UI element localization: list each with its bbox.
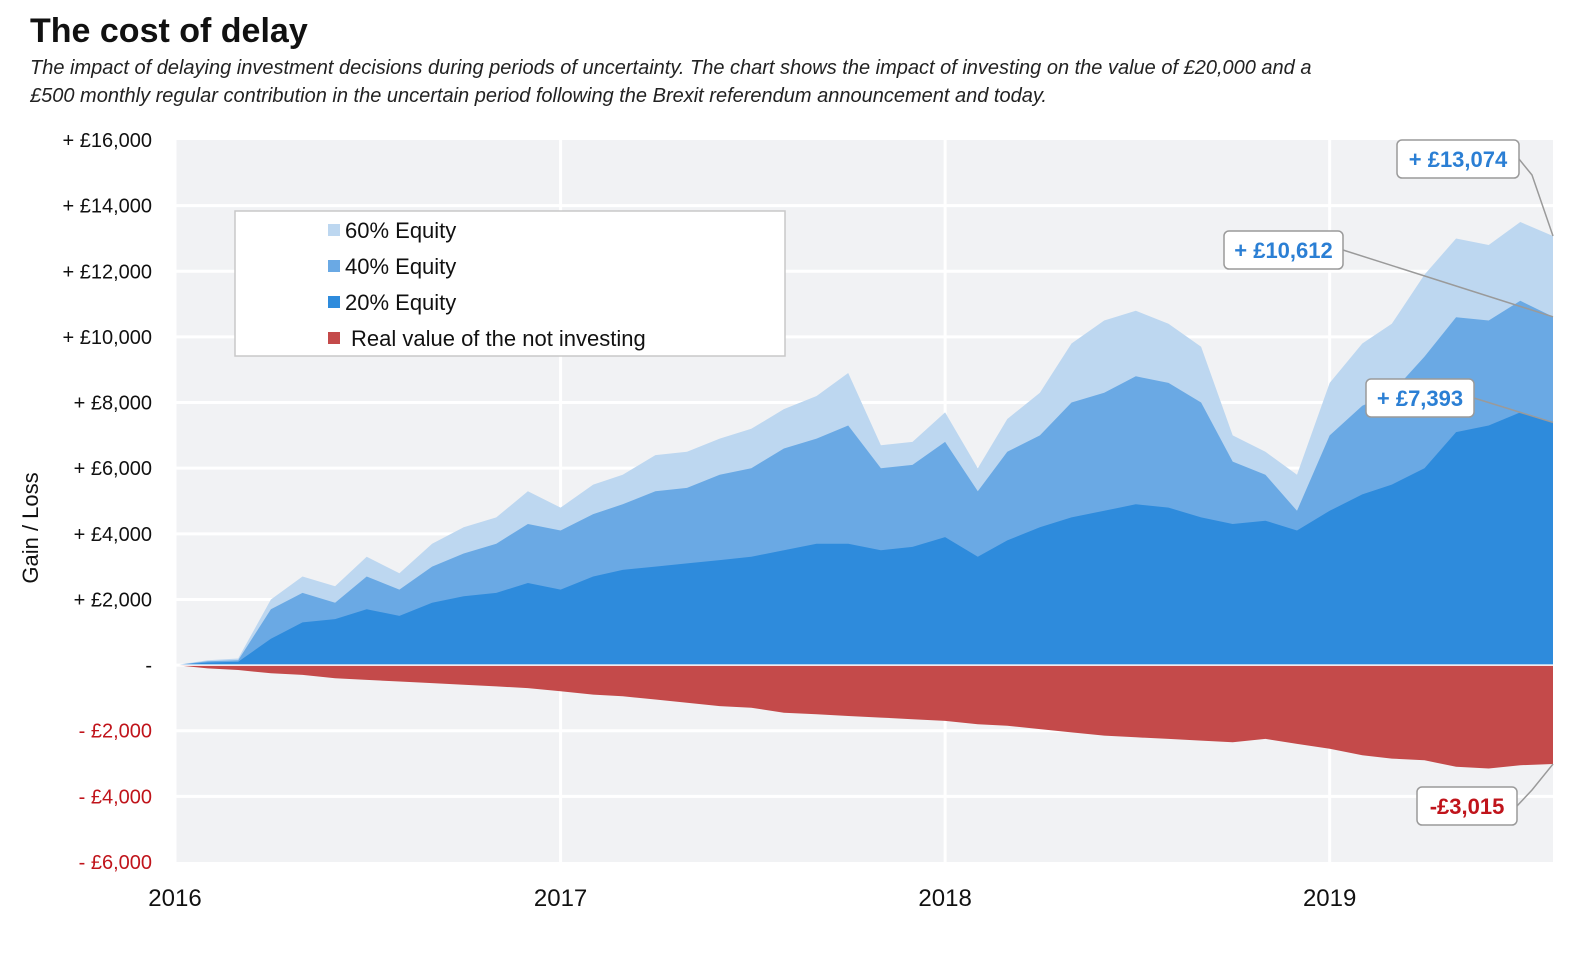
callout-leader-line (1473, 397, 1554, 424)
legend-label: 20% Equity (345, 290, 456, 315)
legend: 60% Equity 40% Equity 20% Equity Real value… (234, 210, 786, 357)
x-axis-ticks: 2016 2017 2018 2019 (148, 885, 1356, 912)
legend-label: 60% Equity (345, 218, 456, 243)
y-tick-label: + £2,000 (74, 589, 152, 611)
y-tick-label: + £6,000 (74, 458, 152, 480)
legend-label: Real value of the not investing (351, 326, 646, 351)
value-callouts: + £13,074 + £10,612 + £7,393 -£3,015 (1223, 139, 1554, 826)
callout-box (1223, 230, 1344, 270)
y-axis-ticks: + £16,000 + £14,000 + £12,000 + £10,000 + £8… (62, 130, 152, 874)
callout-label: -£3,015 (1430, 794, 1505, 819)
area-20-equity (175, 412, 1553, 666)
chart-title: The cost of delay (30, 12, 308, 50)
y-tick-label: + £4,000 (74, 524, 152, 546)
callout-box (1365, 378, 1475, 418)
y-tick-label: + £8,000 (74, 393, 152, 415)
callout-leader-line (1516, 763, 1554, 807)
callout-label: + £7,393 (1377, 386, 1463, 411)
callout-box (1416, 786, 1518, 826)
callout-label: + £13,074 (1409, 147, 1508, 172)
legend-swatch (328, 332, 340, 344)
legend-label: 40% Equity (345, 254, 456, 279)
series-areas (175, 222, 1553, 769)
callout-leader-line (1342, 249, 1554, 318)
y-tick-label: - £4,000 (79, 786, 152, 808)
x-tick-label: 2018 (918, 885, 971, 912)
y-tick-label: - (145, 655, 152, 677)
callout-label: + £10,612 (1234, 238, 1332, 263)
chart-subtitle: The impact of delaying investment decisi… (30, 57, 1312, 107)
y-tick-label: + £16,000 (62, 130, 152, 152)
x-tick-label: 2016 (148, 885, 201, 912)
y-tick-label: + £10,000 (62, 327, 152, 349)
legend-swatch (328, 260, 340, 272)
y-tick-label: - £6,000 (79, 852, 152, 874)
y-tick-label: - £2,000 (79, 721, 152, 743)
x-tick-label: 2017 (534, 885, 587, 912)
y-tick-label: + £14,000 (62, 196, 152, 218)
x-tick-label: 2019 (1303, 885, 1356, 912)
legend-box (234, 210, 786, 357)
y-tick-label: + £12,000 (62, 261, 152, 283)
legend-swatch (328, 296, 340, 308)
legend-swatch (328, 224, 340, 236)
y-axis-label: Gain / Loss (18, 472, 43, 583)
callout-leader-line (1518, 158, 1554, 237)
area-real-value-of-the-not-investing (175, 665, 1553, 769)
callout-box (1396, 139, 1520, 179)
